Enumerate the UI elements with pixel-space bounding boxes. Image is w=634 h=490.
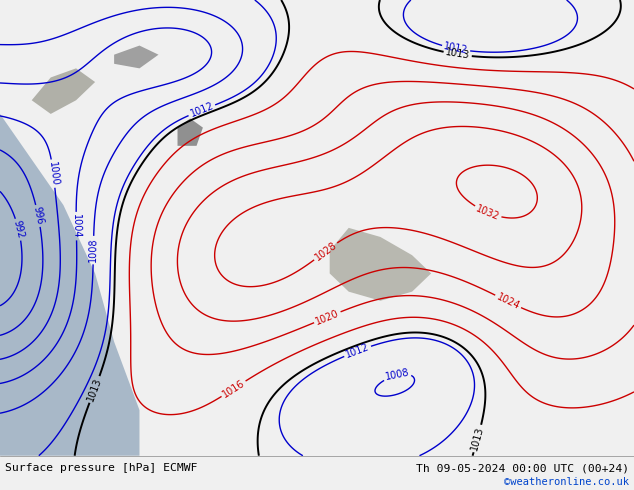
- Text: 1012: 1012: [344, 342, 371, 360]
- Text: 1020: 1020: [314, 308, 340, 326]
- Text: 1012: 1012: [188, 101, 215, 120]
- Text: 996: 996: [32, 206, 45, 226]
- Polygon shape: [114, 46, 158, 69]
- Polygon shape: [32, 69, 95, 114]
- Text: 1032: 1032: [474, 203, 501, 222]
- Text: 1013: 1013: [86, 376, 103, 403]
- Text: 1016: 1016: [221, 378, 247, 399]
- Polygon shape: [178, 119, 203, 146]
- Text: Th 09-05-2024 00:00 UTC (00+24): Th 09-05-2024 00:00 UTC (00+24): [416, 463, 629, 473]
- Text: ©weatheronline.co.uk: ©weatheronline.co.uk: [504, 477, 629, 487]
- Text: 992: 992: [11, 220, 25, 240]
- Polygon shape: [0, 114, 139, 456]
- Text: 1012: 1012: [443, 42, 469, 56]
- Text: Surface pressure [hPa] ECMWF: Surface pressure [hPa] ECMWF: [5, 463, 198, 473]
- Text: 1028: 1028: [313, 240, 339, 263]
- Text: 1000: 1000: [47, 161, 60, 186]
- Polygon shape: [330, 228, 431, 301]
- Text: 1008: 1008: [384, 368, 410, 382]
- Text: 1024: 1024: [495, 292, 521, 311]
- Text: 1013: 1013: [445, 48, 470, 61]
- Text: 1008: 1008: [88, 238, 99, 263]
- Text: 1004: 1004: [71, 214, 81, 239]
- Text: 1013: 1013: [470, 425, 486, 452]
